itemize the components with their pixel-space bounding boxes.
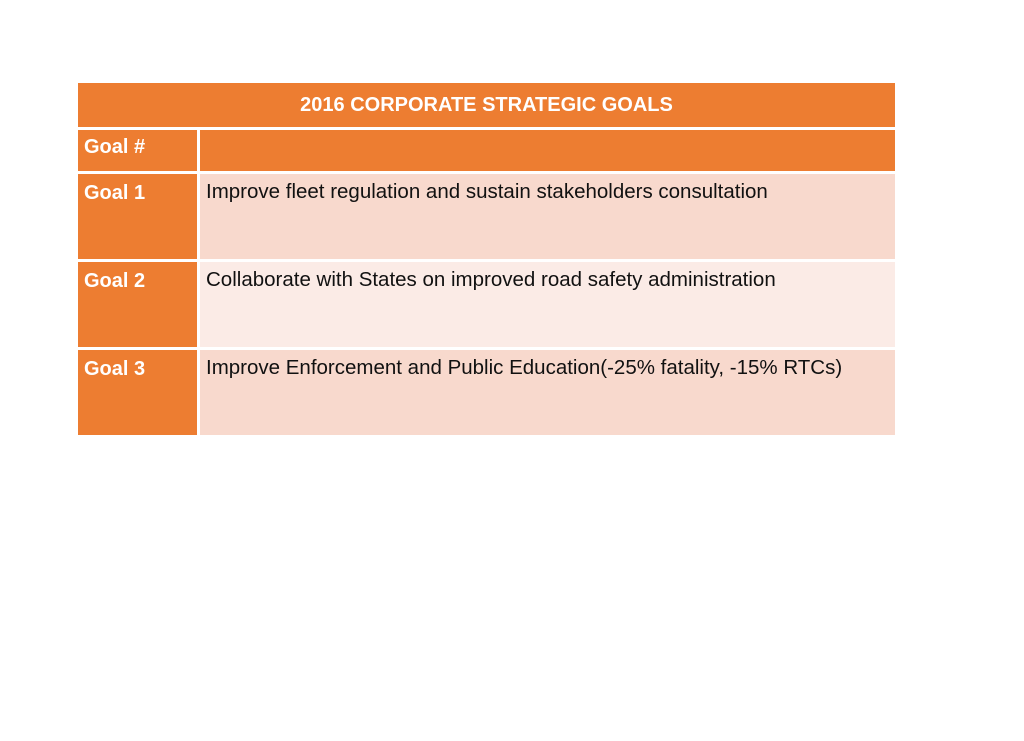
goal-number-header: Goal #	[75, 127, 200, 174]
goal-description-header	[197, 127, 898, 174]
goal-id-cell: Goal 1	[75, 171, 200, 262]
goal-id-cell: Goal 3	[75, 347, 200, 438]
table-row: Goal 1 Improve fleet regulation and sust…	[75, 171, 898, 262]
header-row: Goal #	[75, 127, 898, 174]
goal-description-cell: Improve fleet regulation and sustain sta…	[197, 171, 898, 262]
goal-id-cell: Goal 2	[75, 259, 200, 350]
title-row: 2016 CORPORATE STRATEGIC GOALS	[75, 80, 898, 130]
table-row: Goal 2 Collaborate with States on improv…	[75, 259, 898, 350]
table-row: Goal 3 Improve Enforcement and Public Ed…	[75, 347, 898, 438]
goal-description-cell: Collaborate with States on improved road…	[197, 259, 898, 350]
goal-description-cell: Improve Enforcement and Public Education…	[197, 347, 898, 438]
table-title: 2016 CORPORATE STRATEGIC GOALS	[75, 80, 898, 130]
strategic-goals-table: 2016 CORPORATE STRATEGIC GOALS Goal # Go…	[75, 80, 898, 438]
